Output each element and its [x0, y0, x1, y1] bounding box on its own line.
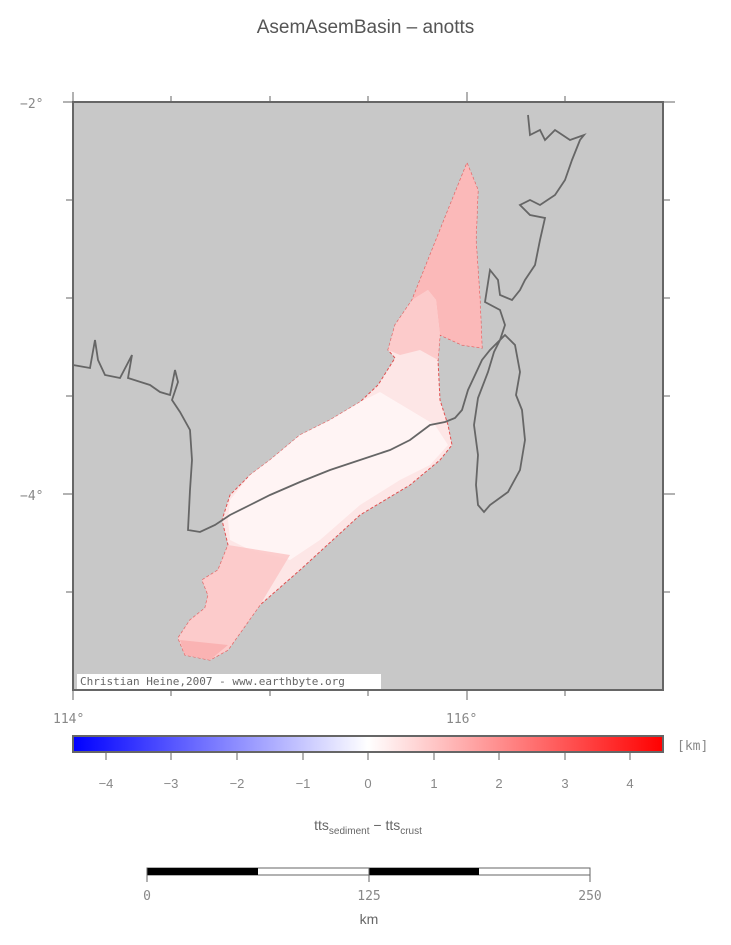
- scale-label-125: 125: [357, 889, 380, 904]
- colorbar-tick-label: 2: [495, 776, 502, 791]
- lon-label-116: 116°: [446, 712, 477, 727]
- colorbar-tick-label: −3: [164, 776, 179, 791]
- scale-label-250: 250: [578, 889, 601, 904]
- basin-region: [177, 161, 483, 661]
- colorbar-tick-label: 3: [561, 776, 568, 791]
- colorbar-tick-label: 1: [430, 776, 437, 791]
- lat-label-m4: −4°: [20, 489, 43, 504]
- colorbar-ticks: [105, 752, 631, 760]
- colorbar: [72, 735, 664, 753]
- colorbar-tick-label: −4: [99, 776, 114, 791]
- credit-box: [77, 674, 381, 689]
- colorbar-tick-label: −2: [230, 776, 245, 791]
- credit-text: Christian Heine,2007 - www.earthbyte.org: [80, 675, 345, 688]
- scale-bar: [146, 867, 591, 882]
- colorbar-label: ttssediment − ttscrust: [314, 817, 422, 837]
- colorbar-tick-label: 4: [626, 776, 633, 791]
- colorbar-tick-label: 0: [364, 776, 371, 791]
- colorbar-unit: [km]: [677, 739, 708, 754]
- colorbar-tick-label: −1: [296, 776, 311, 791]
- lat-label-m2: −2°: [20, 97, 43, 112]
- map-ticks: [63, 92, 675, 700]
- scale-label-0: 0: [143, 889, 151, 904]
- lon-label-114: 114°: [53, 712, 84, 727]
- map-title: AsemAsemBasin – anotts: [256, 17, 475, 38]
- scale-unit: km: [360, 911, 379, 927]
- coastline: [72, 114, 587, 533]
